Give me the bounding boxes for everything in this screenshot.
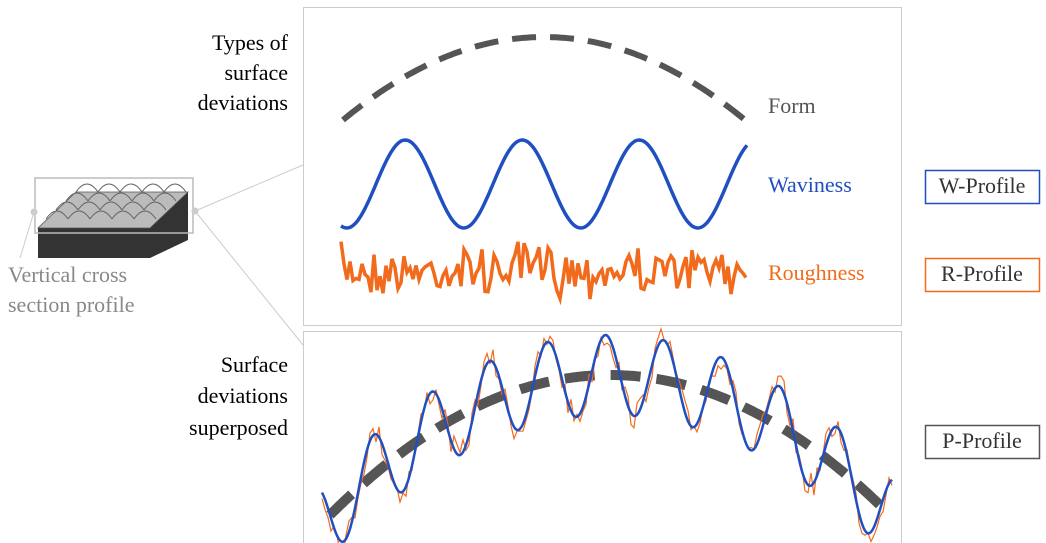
waviness-label: Waviness [768, 172, 852, 197]
superposed-form [326, 370, 892, 519]
w-profile-label: W-Profile [939, 173, 1026, 198]
waviness-curve [340, 138, 749, 230]
p-profile-label: P-Profile [942, 428, 1021, 453]
superposed-roughness [321, 326, 893, 543]
p-profile-box [924, 424, 1041, 460]
connector [19, 211, 35, 259]
r-profile-box [924, 257, 1041, 293]
w-profile-box [924, 169, 1041, 205]
superposed-label: Surface [221, 352, 288, 377]
cross-section-label: Vertical cross [8, 262, 127, 287]
roughness-curve [339, 241, 748, 306]
superposed-label: superposed [189, 415, 288, 440]
r-profile-label: R-Profile [941, 261, 1023, 286]
surface-block-icon [30, 177, 199, 258]
superposed-label: deviations [198, 383, 288, 408]
form-curve [341, 34, 747, 123]
connector [194, 210, 304, 346]
types-label: deviations [198, 90, 288, 115]
top-panel [303, 7, 902, 326]
bottom-panel [303, 331, 902, 543]
roughness-label: Roughness [768, 260, 865, 285]
types-label: Types of [212, 30, 289, 55]
connector [194, 164, 304, 212]
superposed-waviness [320, 333, 893, 543]
types-label: surface [224, 60, 288, 85]
form-label: Form [768, 93, 816, 118]
cross-section-label: section profile [8, 292, 134, 317]
